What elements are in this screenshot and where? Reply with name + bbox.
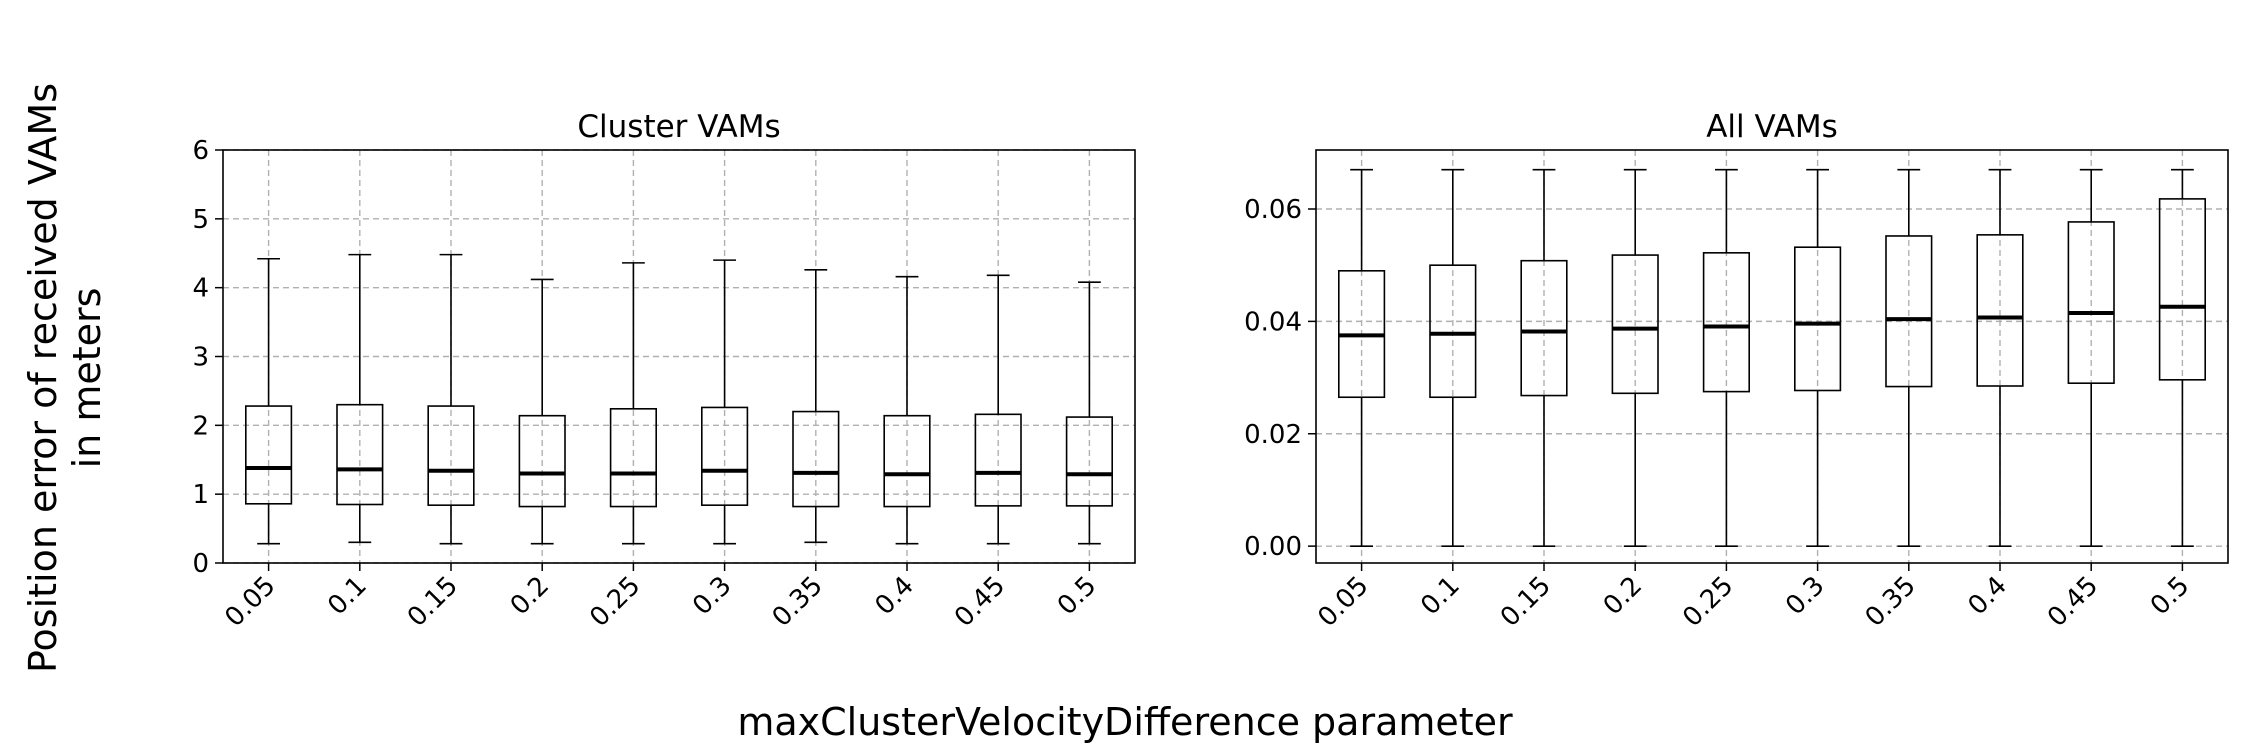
panel-all-vams-frame (1315, 149, 2229, 564)
box-plot-0.45 (974, 274, 1022, 545)
box-plot-0.15 (1520, 168, 1568, 547)
iqr-box (1065, 416, 1113, 507)
y-tick-label: 0 (192, 549, 209, 579)
panel-all-vams-boxes (1338, 168, 2207, 547)
figure-xlabel: maxClusterVelocityDifference parameter (737, 700, 1513, 744)
iqr-box (1611, 254, 1659, 395)
figure-ylabel-line1: Position error of received VAMs (21, 83, 65, 673)
box-plot-0.35 (792, 268, 840, 544)
iqr-box (2158, 198, 2207, 381)
box-plot-0.5 (1065, 281, 1113, 545)
y-tick-label: 1 (192, 480, 209, 510)
y-tick-label: 5 (192, 205, 209, 235)
y-tick-label: 4 (192, 274, 209, 304)
iqr-box (883, 414, 931, 508)
y-tick-label: 3 (192, 343, 209, 373)
iqr-box (1520, 259, 1568, 397)
iqr-box (1429, 264, 1477, 399)
y-tick-label: 2 (192, 411, 209, 441)
box-plot-0.05 (1338, 168, 1386, 547)
y-tick-label: 0.00 (1244, 532, 1302, 562)
iqr-box (1702, 252, 1750, 393)
box-plot-0.3 (1794, 168, 1842, 547)
iqr-box (245, 405, 293, 505)
iqr-box (427, 405, 475, 506)
figure-ylabel-line2: in meters (65, 288, 109, 469)
box-plot-0.25 (1702, 168, 1750, 547)
iqr-box (700, 406, 749, 506)
box-plot-0.4 (1976, 168, 2024, 547)
box-plot-0.1 (336, 253, 384, 544)
panel-all-vams-y-ticks: 0.00 0.02 0.04 0.06 (1244, 195, 1316, 562)
box-plot-0.2 (1611, 168, 1659, 547)
panel-cluster-vams-title: Cluster VAMs (577, 109, 780, 145)
box-plot-0.3 (700, 259, 749, 545)
box-plot-0.45 (2067, 168, 2115, 547)
y-tick-label: 0.04 (1244, 307, 1302, 337)
y-tick-label: 6 (192, 136, 209, 166)
y-tick-label: 0.06 (1244, 195, 1302, 225)
box-plot-0.25 (609, 262, 657, 545)
box-plot-0.15 (427, 253, 475, 545)
panel-cluster-vams-y-ticks: 0 1 2 3 4 5 6 (192, 136, 223, 579)
iqr-box (2067, 221, 2115, 384)
box-plot-0.4 (883, 275, 931, 545)
box-plot-0.2 (518, 278, 566, 545)
iqr-box (609, 408, 657, 508)
iqr-box (974, 413, 1022, 507)
iqr-box (336, 403, 384, 506)
iqr-box (518, 414, 566, 508)
iqr-box (792, 410, 840, 508)
box-plot-0.35 (1885, 168, 1933, 547)
panel-cluster-vams-boxes (245, 253, 1113, 545)
panel-all-vams-title: All VAMs (1706, 109, 1838, 145)
box-plot-0.05 (245, 257, 293, 545)
y-tick-label: 0.02 (1244, 420, 1302, 450)
iqr-box (1794, 246, 1842, 392)
box-plot-0.1 (1429, 168, 1477, 547)
box-plot-0.5 (2158, 168, 2207, 547)
iqr-box (1885, 235, 1933, 388)
iqr-box (1976, 234, 2024, 387)
